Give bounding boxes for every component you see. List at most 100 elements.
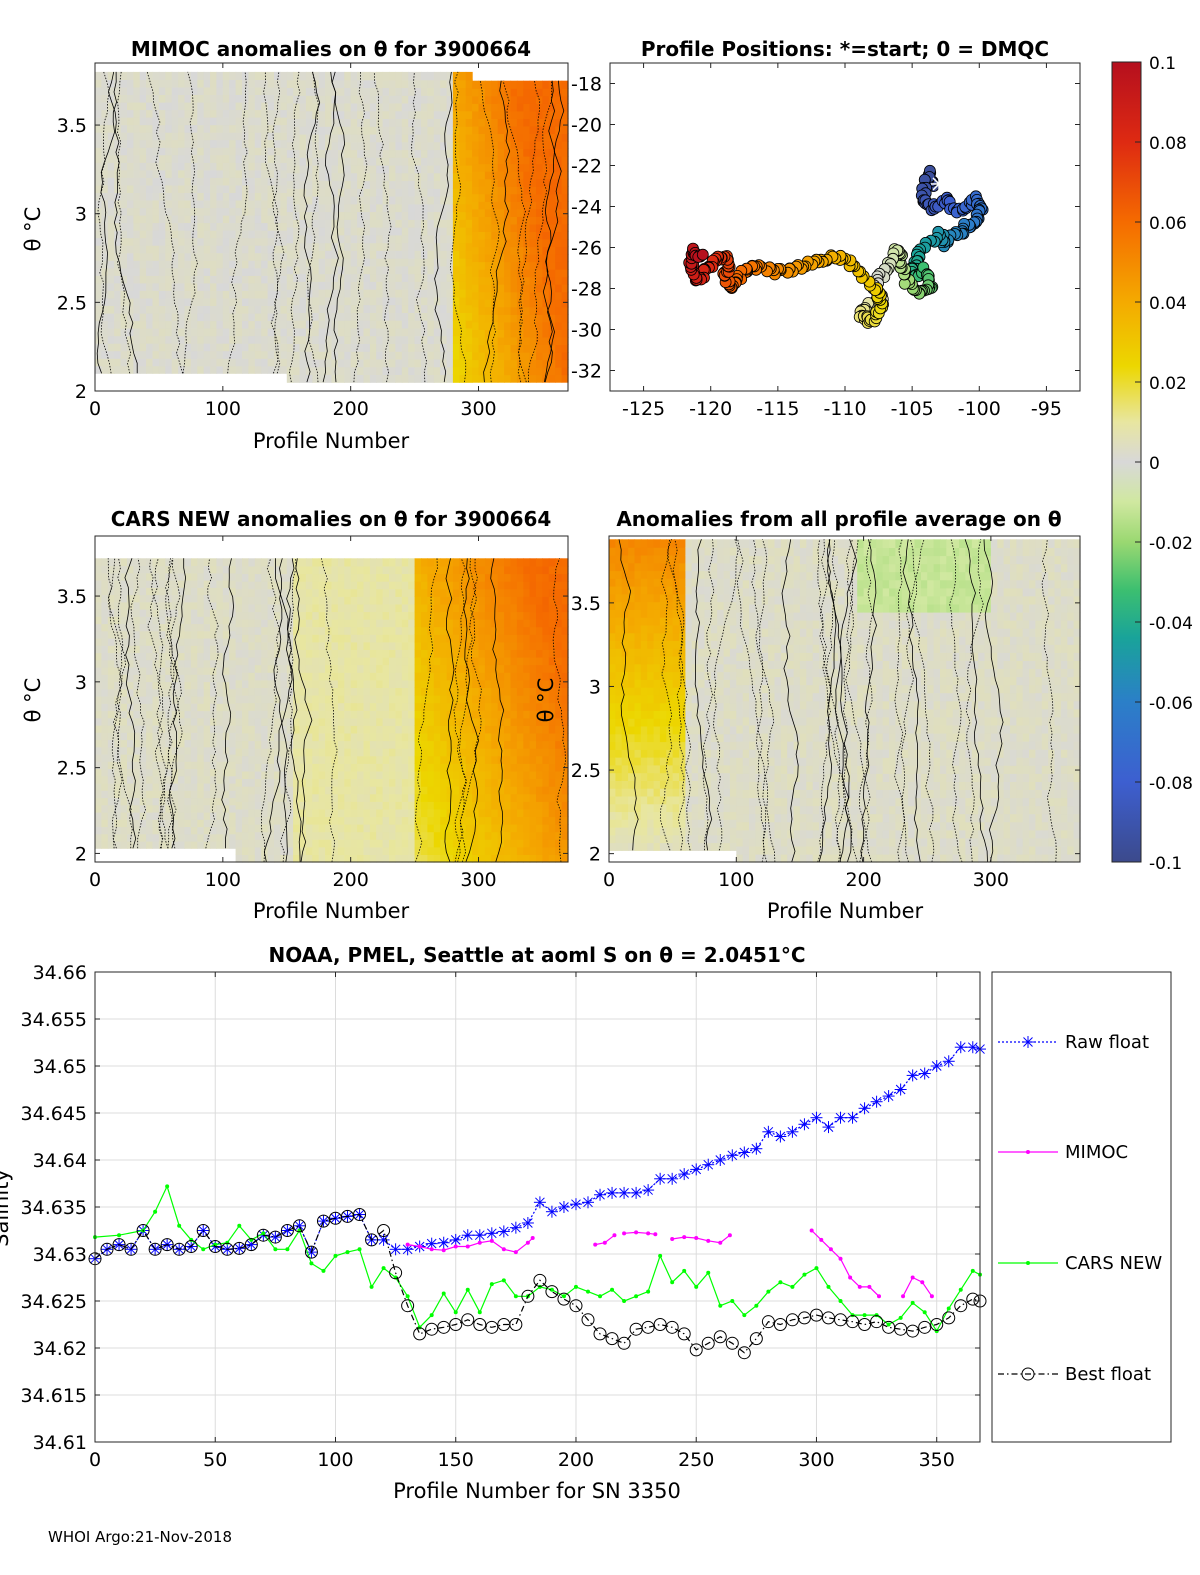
heatmap-cell bbox=[101, 587, 109, 596]
heatmap-cell bbox=[274, 260, 281, 269]
heatmap-cell bbox=[120, 841, 128, 849]
heatmap-cell bbox=[440, 172, 448, 182]
heatmap-cell bbox=[120, 594, 128, 603]
heatmap-cell bbox=[376, 110, 384, 119]
heatmap-cell bbox=[459, 227, 467, 236]
heatmap-cell bbox=[210, 638, 218, 646]
heatmap-cell bbox=[536, 193, 543, 202]
heatmap-cell bbox=[516, 231, 524, 240]
heatmap-cell bbox=[120, 739, 128, 748]
heatmap-cell bbox=[401, 149, 409, 158]
heatmap-cell bbox=[357, 258, 365, 267]
heatmap-cell bbox=[305, 141, 313, 151]
heatmap-cell bbox=[516, 133, 524, 142]
heatmap-cell bbox=[107, 696, 115, 704]
heatmap-cell bbox=[235, 109, 243, 118]
heatmap-cell bbox=[184, 207, 192, 216]
heatmap-cell bbox=[242, 664, 249, 673]
heatmap-cell bbox=[139, 587, 147, 596]
heatmap-cell bbox=[261, 207, 269, 216]
heatmap-cell bbox=[101, 358, 109, 367]
heatmap-cell bbox=[261, 350, 269, 359]
heatmap-cell bbox=[446, 335, 454, 344]
heatmap-cell bbox=[504, 254, 512, 263]
heatmap-cell bbox=[293, 664, 301, 673]
heatmap-cell bbox=[389, 118, 396, 127]
heatmap-cell bbox=[414, 180, 422, 189]
heatmap-cell bbox=[536, 133, 543, 142]
heatmap-cell bbox=[325, 581, 333, 590]
heatmap-cell bbox=[433, 95, 441, 104]
heatmap-cell bbox=[369, 343, 377, 352]
heatmap-cell bbox=[184, 102, 192, 111]
heatmap-cell bbox=[242, 717, 249, 726]
heatmap-cell bbox=[280, 335, 288, 344]
heatmap-cell bbox=[516, 299, 524, 308]
heatmap-cell bbox=[171, 667, 179, 675]
heatmap-cell bbox=[408, 366, 416, 375]
heatmap-cell bbox=[318, 196, 326, 205]
heatmap-cell bbox=[133, 746, 141, 755]
heatmap-cell bbox=[516, 374, 524, 383]
heatmap-cell bbox=[248, 778, 256, 787]
heatmap-cell bbox=[299, 565, 307, 575]
heatmap-cell bbox=[210, 132, 218, 141]
heatmap-cell bbox=[139, 207, 147, 216]
heatmap-cell bbox=[242, 603, 249, 613]
positions-y-ticks: -18-20-22-24-26-28-30-32 bbox=[571, 74, 1080, 383]
heatmap-cell bbox=[504, 321, 512, 330]
contour-line bbox=[542, 80, 565, 383]
heatmap-cell bbox=[305, 358, 313, 368]
heatmap-cell bbox=[248, 679, 256, 688]
heatmap-cell bbox=[478, 306, 486, 315]
heatmap-cell bbox=[516, 269, 524, 278]
heatmap-cell bbox=[203, 320, 211, 329]
heatmap-cell bbox=[190, 192, 198, 201]
heatmap-cell bbox=[152, 245, 160, 254]
heatmap-cell bbox=[433, 335, 441, 344]
heatmap-cell bbox=[305, 126, 313, 135]
heatmap-cell bbox=[165, 169, 173, 178]
heatmap-cell bbox=[280, 710, 288, 719]
heatmap-cell bbox=[389, 102, 396, 112]
heatmap-cell bbox=[529, 291, 537, 300]
heatmap-cell bbox=[101, 841, 109, 849]
heatmap-cell bbox=[107, 572, 115, 581]
heatmap-cell bbox=[516, 148, 524, 157]
heatmap-cell bbox=[382, 196, 390, 205]
heatmap-cell bbox=[312, 304, 320, 313]
heatmap-cell bbox=[203, 162, 211, 171]
heatmap-cell bbox=[127, 154, 134, 163]
heatmap-cell bbox=[548, 344, 556, 353]
heatmap-cell bbox=[312, 801, 320, 810]
heatmap-cell bbox=[331, 679, 339, 688]
heatmap-cell bbox=[248, 169, 256, 178]
heatmap-cell bbox=[280, 770, 288, 780]
heatmap-cell bbox=[158, 365, 166, 374]
heatmap-cell bbox=[491, 80, 499, 89]
heatmap-cell bbox=[389, 265, 396, 275]
heatmap-cell bbox=[216, 790, 224, 799]
heatmap-cell bbox=[529, 103, 537, 112]
heatmap-cell bbox=[101, 275, 109, 284]
heatmap-cell bbox=[427, 196, 435, 205]
heatmap-cell bbox=[127, 587, 134, 596]
heatmap-cell bbox=[293, 786, 301, 795]
heatmap-cell bbox=[95, 290, 102, 299]
heatmap-cell bbox=[171, 623, 179, 632]
heatmap-cell bbox=[197, 558, 205, 567]
heatmap-cell bbox=[421, 95, 428, 104]
heatmap-cell bbox=[229, 343, 237, 352]
heatmap-cell bbox=[229, 154, 237, 163]
heatmap-cell bbox=[440, 133, 448, 143]
heatmap-cell bbox=[542, 291, 550, 300]
heatmap-cell bbox=[254, 664, 262, 673]
heatmap-cell bbox=[357, 320, 365, 329]
heatmap-cell bbox=[395, 79, 403, 88]
heatmap-cell bbox=[497, 80, 505, 89]
heatmap-cell bbox=[459, 188, 467, 197]
heatmap-cell bbox=[510, 80, 518, 89]
heatmap-cell bbox=[203, 783, 211, 791]
heatmap-cell bbox=[337, 281, 345, 290]
heatmap-cell bbox=[325, 801, 333, 810]
